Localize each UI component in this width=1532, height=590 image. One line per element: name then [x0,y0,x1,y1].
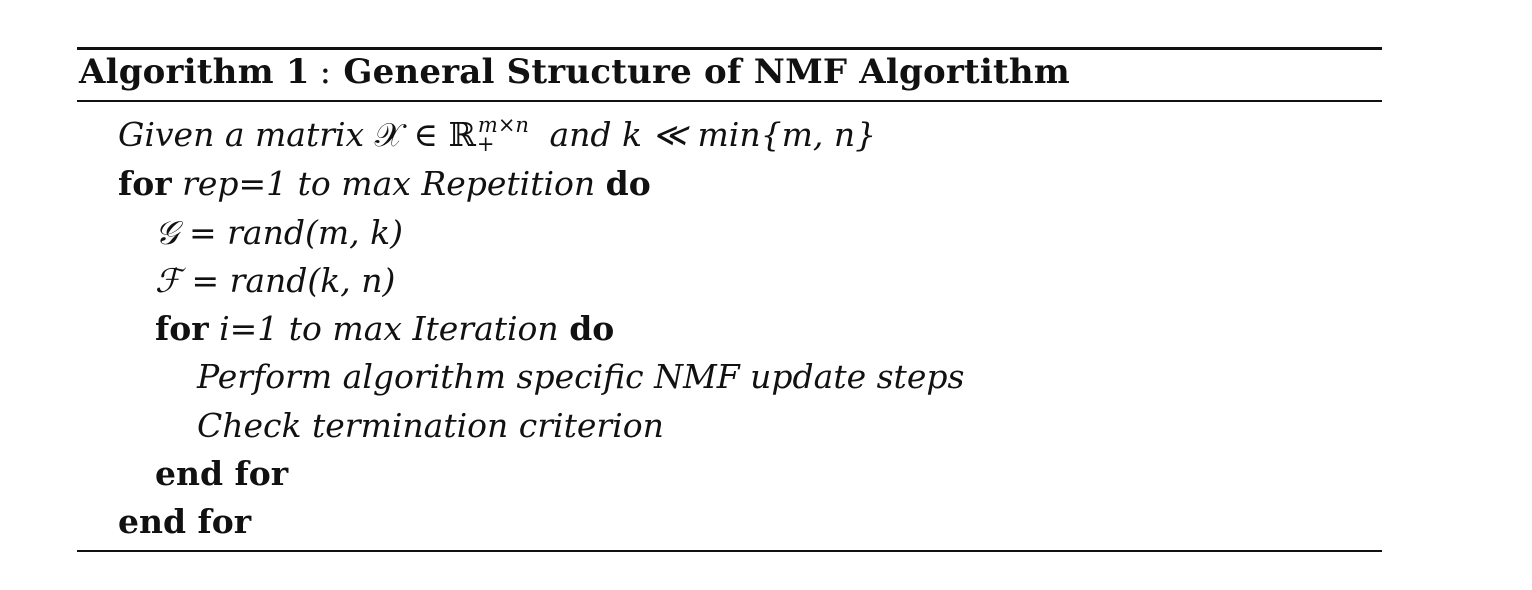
do-keyword: do [605,164,651,203]
check-line: Check termination criterion [197,406,664,445]
algorithm-label: Algorithm 1 [79,52,310,92]
end-for-inner: end for [155,454,289,493]
caption-rule [77,100,1382,102]
algorithm-caption: Algorithm 1: General Structure of NMF Alg… [79,52,1070,92]
set-text: {m, n} [760,115,877,154]
algorithm-title: General Structure of NMF Algortithm [343,52,1070,92]
perform-line: Perform algorithm specific NMF update st… [197,357,965,396]
top-rule [77,47,1382,50]
f-symbol: ℱ [155,261,181,300]
equals-sign: = [180,261,230,300]
given-prefix: Given a matrix [118,115,375,154]
for-rep-line: for rep=1 to max Repetition do [118,164,651,204]
for-keyword: for [155,309,209,348]
for-i-line: for i=1 to max Iteration do [155,309,614,349]
member-symbol: ∈ [403,115,449,154]
for-keyword: for [118,164,172,203]
real-symbol: ℝ [448,115,476,154]
end-for-outer: end for [118,502,252,541]
init-f-line: ℱ = rand(k, n) [155,261,395,301]
caption-separator: : [319,52,332,92]
f-expression: rand(k, n) [229,261,396,300]
dimension-bottom: + [476,132,495,156]
g-expression: rand(m, k) [227,213,403,252]
for-i-range: i=1 to max Iteration [219,309,559,348]
equals-sign: = [178,213,228,252]
bottom-rule [77,550,1382,552]
g-symbol: 𝒢 [155,213,179,252]
and-text: and k ≪ min [538,115,761,154]
do-keyword: do [569,309,615,348]
for-rep-range: rep=1 to max Repetition [182,164,596,203]
matrix-symbol: 𝒳 [374,115,404,154]
init-g-line: 𝒢 = rand(m, k) [155,213,403,253]
dimension-superscript: m×n + [476,113,529,157]
dimension-top: m×n [477,113,529,137]
